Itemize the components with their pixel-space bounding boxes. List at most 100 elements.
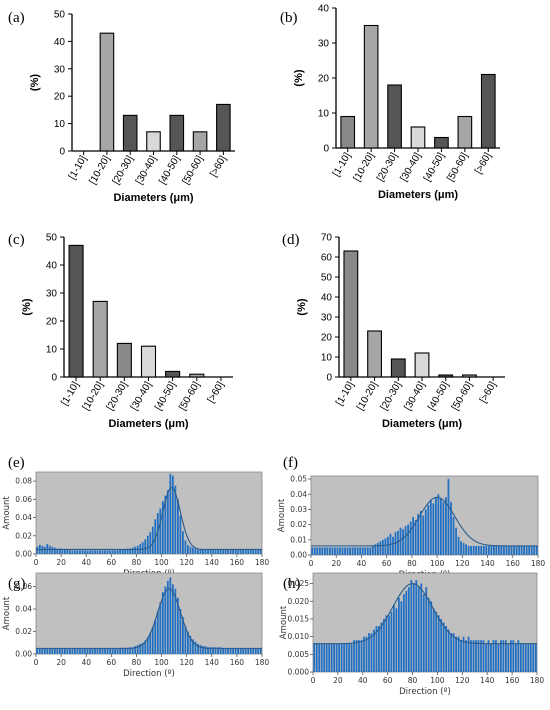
hist-bar (410, 580, 413, 672)
hist-bar (182, 531, 184, 554)
y-tick-label: 0.06 (15, 495, 32, 504)
x-tick-label: 40 (357, 559, 367, 568)
x-tick-label: 120 (455, 676, 470, 685)
hist-bar (214, 647, 217, 654)
hist-bar (182, 616, 184, 654)
bar (189, 373, 205, 378)
hist-bar (91, 550, 94, 554)
bar (457, 115, 473, 149)
hist-bar (109, 648, 111, 654)
hist-bar (237, 549, 240, 554)
x-tick-label: [40-50] (422, 151, 447, 184)
hist-bar (111, 550, 114, 554)
x-tick-label: 80 (407, 559, 417, 568)
x-tick-label: 40 (81, 558, 91, 567)
hist-bar (472, 545, 475, 555)
hist-bar (129, 548, 132, 554)
hist-bar (199, 549, 202, 554)
hist-bar (58, 548, 61, 554)
hist-bar (412, 583, 415, 672)
hist-bar (159, 602, 162, 654)
hist-bar (192, 639, 194, 654)
hist-bar (224, 648, 227, 654)
hist-bar (86, 550, 89, 554)
bar (414, 352, 430, 378)
bar-panel-1: (b)010203040[1-10][10-20][20-30][30-40][… (280, 4, 500, 201)
hist-bar (370, 633, 373, 672)
hist-bar (434, 497, 437, 555)
x-tick-label: 140 (205, 558, 220, 567)
x-axis-title: Direction (º) (123, 669, 175, 679)
bar (367, 330, 382, 378)
hist-bar (164, 586, 167, 654)
x-tick-label: [>60] (208, 154, 229, 179)
hist-bar (414, 520, 417, 555)
x-tick-label: 0 (34, 558, 39, 567)
x-tick-label: [10-20] (87, 154, 112, 187)
hist-bar (371, 545, 374, 555)
hist-bar (227, 648, 229, 654)
hist-bar (94, 550, 96, 554)
y-tick-label: 0.02 (15, 531, 32, 540)
hist-bar (400, 601, 403, 672)
hist-bar (373, 629, 375, 672)
x-axis-title: Diameters (μm) (113, 192, 193, 204)
hist-bar (36, 546, 39, 554)
panel-label: (a) (8, 10, 25, 26)
hist-bar (498, 545, 500, 555)
hist-bar (111, 648, 114, 654)
y-tick-label: 0.02 (15, 627, 32, 636)
hist-bar (519, 643, 522, 672)
hist-bar (66, 549, 69, 554)
hist-panel-6: (g) 0.00 0.02 0.04 0.06 0 20 40 60 80 100 120 140 160… (2, 572, 269, 679)
panel-label: (c) (8, 232, 25, 248)
hist-bar (335, 643, 338, 672)
y-tick-label: 60 (321, 253, 333, 264)
hist-bar (457, 636, 460, 672)
hist-bar (247, 648, 250, 654)
hist-bar (525, 545, 528, 555)
hist-bar (355, 640, 358, 672)
bar (340, 115, 356, 149)
y-tick-label: 40 (54, 37, 66, 48)
hist-bar (534, 643, 537, 672)
hist-bar (397, 597, 400, 672)
bar (462, 374, 477, 378)
hist-bar (402, 529, 404, 555)
hist-bar (477, 545, 480, 555)
hist-bar (492, 640, 495, 672)
x-tick-label: 160 (506, 559, 521, 568)
hist-bar (467, 545, 470, 555)
x-tick-label: 20 (56, 658, 66, 667)
y-tick-label: 20 (321, 333, 333, 344)
hist-bar (134, 646, 137, 654)
bar-panel-3: (d) 0 10 20 30 40 50 60 70 [1-10][10-20][20-30][3… (282, 232, 505, 430)
hist-bar (366, 547, 369, 555)
hist-bar (249, 549, 252, 554)
hist-bar (247, 549, 250, 554)
x-tick-label: 140 (480, 676, 495, 685)
hist-bar (74, 550, 76, 554)
hist-bar (427, 597, 430, 672)
hist-bar (374, 544, 377, 555)
hist-bar (36, 648, 39, 654)
hist-bar (450, 501, 452, 555)
hist-bar (184, 625, 187, 654)
hist-bar (96, 648, 99, 654)
hist-bar (402, 594, 405, 672)
y-axis-title: (%) (293, 69, 305, 86)
hist-bar (209, 549, 212, 554)
hist-bar (527, 643, 530, 672)
hist-bar (38, 648, 41, 654)
x-tick-label: [1-10] (334, 380, 356, 408)
hist-bar (79, 550, 81, 554)
hist-bar (512, 640, 515, 672)
hist-bar (171, 584, 174, 654)
hist-bar (477, 640, 480, 672)
x-tick-label: [40-50] (153, 380, 178, 413)
hist-bar (419, 510, 422, 555)
x-tick-label: 100 (154, 658, 169, 667)
hist-bar (507, 643, 510, 672)
x-axis-title: Diameters (μm) (382, 418, 462, 430)
